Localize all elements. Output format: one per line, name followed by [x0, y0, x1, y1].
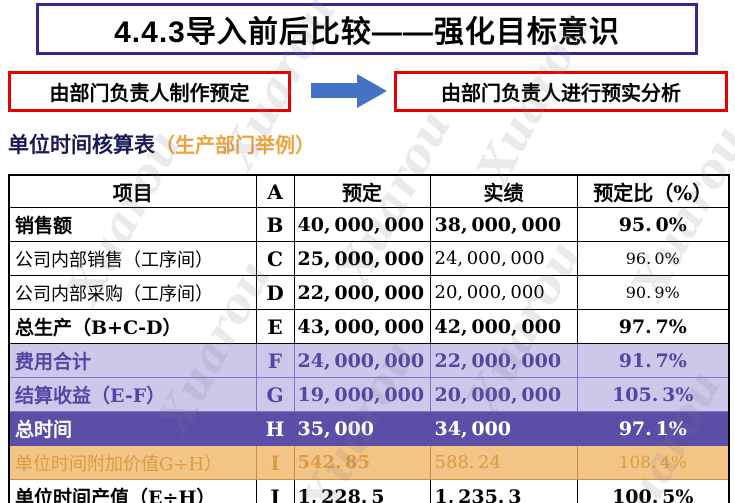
- label-cell: 总生产（B+C-D）: [8, 309, 257, 344]
- accounting-table-body: 销售额 B 40, 000, 000 38, 000, 000 95. 0% 公司内部销售…: [8, 207, 730, 503]
- flow-step-plan-label: 由部门负责人制作预定: [49, 83, 250, 105]
- code-cell: G: [255, 377, 295, 412]
- flow-step-analysis-label: 由部门负责人进行预实分析: [441, 83, 681, 105]
- code-cell: E: [255, 309, 295, 344]
- table-title: 单位时间核算表（生产部门举例）: [8, 129, 315, 159]
- column-header: 预定比（%）: [576, 174, 730, 208]
- arrow-head: [357, 74, 387, 108]
- arrow-body: [311, 83, 357, 98]
- actual-cell: 20, 000, 000: [429, 377, 578, 412]
- table-row-I: 单位时间附加价值G÷H） I 542. 85 588. 24 108. 4%: [8, 445, 730, 480]
- actual-cell: 42, 000, 000: [429, 309, 578, 344]
- label-cell: 单位时间附加价值G÷H）: [8, 445, 257, 480]
- planned-cell: 25, 000, 000: [293, 241, 431, 276]
- label-cell: 总时间: [8, 411, 257, 446]
- table-row-H: 总时间 H 35, 000 34, 000 97. 1%: [8, 411, 730, 446]
- planned-cell: 40, 000, 000: [293, 207, 431, 242]
- label-cell: 销售额: [8, 207, 257, 242]
- code-cell: H: [255, 411, 295, 446]
- table-title-note: （生产部门举例）: [155, 135, 315, 157]
- flow-step-plan: 由部门负责人制作预定: [8, 71, 291, 112]
- planned-cell: 22, 000, 000: [293, 275, 431, 310]
- code-cell: F: [255, 343, 295, 378]
- flow-step-analysis: 由部门负责人进行预实分析: [394, 71, 728, 112]
- actual-cell: 588. 24: [429, 445, 578, 480]
- code-cell: I: [255, 445, 295, 480]
- right-arrow-icon: [307, 74, 389, 108]
- actual-cell: 34, 000: [429, 411, 578, 446]
- planned-cell: 35, 000: [293, 411, 431, 446]
- ratio-cell: 95. 0%: [576, 207, 730, 242]
- title-box: 4.4.3导入前后比较——强化目标意识: [36, 3, 698, 55]
- column-header: A: [255, 174, 295, 208]
- accounting-table: 项目 A 预定 实绩 预定比（%） 销售额 B 40, 000, 000 38, 000, 0…: [8, 174, 730, 503]
- actual-cell: 1, 235. 3: [429, 479, 578, 503]
- ratio-cell: 97. 7%: [576, 309, 730, 344]
- code-cell: C: [255, 241, 295, 276]
- table-row-F: 费用合计 F 24, 000, 000 22, 000, 000 91. 7%: [8, 343, 730, 378]
- ratio-cell: 96. 0%: [576, 241, 730, 276]
- code-cell: J: [255, 479, 295, 503]
- ratio-cell: 100. 5%: [576, 479, 730, 503]
- actual-cell: 24, 000, 000: [429, 241, 578, 276]
- table-row-J: 单位时间产值（E÷H） J 1, 228. 5 1, 235. 3 100. 5%: [8, 479, 730, 503]
- table-row-G: 结算收益（E-F） G 19, 000, 000 20, 000, 000 105. 3…: [8, 377, 730, 412]
- column-header: 实绩: [429, 174, 578, 208]
- code-cell: B: [255, 207, 295, 242]
- table-title-main: 单位时间核算表: [8, 134, 155, 157]
- label-cell: 公司内部销售（工序间）: [8, 241, 257, 276]
- label-cell: 费用合计: [8, 343, 257, 378]
- planned-cell: 43, 000, 000: [293, 309, 431, 344]
- actual-cell: 20, 000, 000: [429, 275, 578, 310]
- actual-cell: 38, 000, 000: [429, 207, 578, 242]
- ratio-cell: 91. 7%: [576, 343, 730, 378]
- table-row-E: 总生产（B+C-D） E 43, 000, 000 42, 000, 000 97. 7…: [8, 309, 730, 344]
- ratio-cell: 90. 9%: [576, 275, 730, 310]
- ratio-cell: 108. 4%: [576, 445, 730, 480]
- column-header: 项目: [8, 174, 257, 208]
- table-row-C: 公司内部销售（工序间） C 25, 000, 000 24, 000, 000 96. …: [8, 241, 730, 276]
- column-header: 预定: [293, 174, 431, 208]
- code-cell: D: [255, 275, 295, 310]
- table-row-B: 销售额 B 40, 000, 000 38, 000, 000 95. 0%: [8, 207, 730, 242]
- planned-cell: 24, 000, 000: [293, 343, 431, 378]
- planned-cell: 1, 228. 5: [293, 479, 431, 503]
- ratio-cell: 105. 3%: [576, 377, 730, 412]
- table-header-row: 项目 A 预定 实绩 预定比（%）: [8, 174, 730, 208]
- actual-cell: 22, 000, 000: [429, 343, 578, 378]
- label-cell: 结算收益（E-F）: [8, 377, 257, 412]
- label-cell: 单位时间产值（E÷H）: [8, 479, 257, 503]
- ratio-cell: 97. 1%: [576, 411, 730, 446]
- label-cell: 公司内部采购（工序间）: [8, 275, 257, 310]
- planned-cell: 19, 000, 000: [293, 377, 431, 412]
- planned-cell: 542. 85: [293, 445, 431, 480]
- table-row-D: 公司内部采购（工序间） D 22, 000, 000 20, 000, 000 90. …: [8, 275, 730, 310]
- page-title: 4.4.3导入前后比较——强化目标意识: [114, 16, 620, 49]
